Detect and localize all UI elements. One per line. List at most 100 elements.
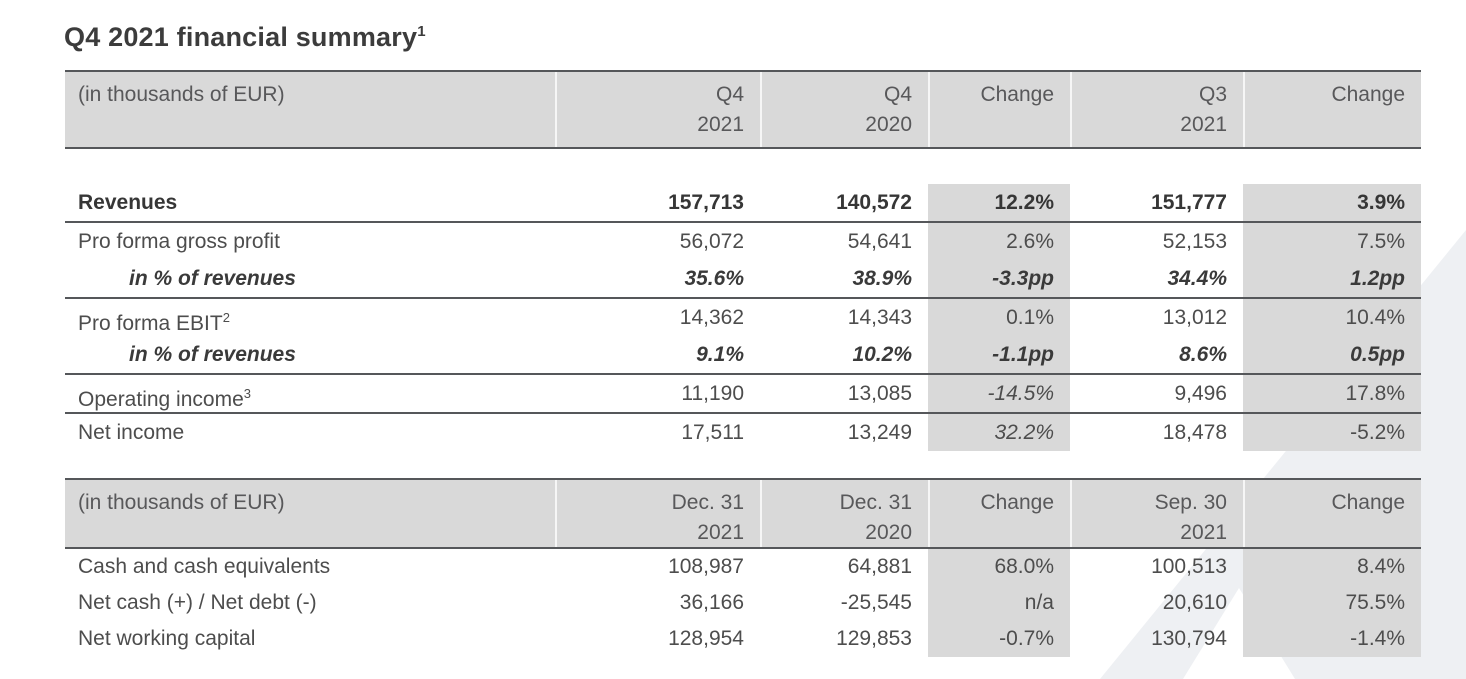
column-header-line2: 2020 <box>865 521 912 544</box>
value-cell: 100,513 <box>1151 555 1227 578</box>
header-gap <box>65 149 1421 184</box>
row-label: Net cash (+) / Net debt (-) <box>78 591 317 614</box>
table-row: Revenues 157,713 140,572 12.2% 151,777 3.9% <box>65 184 1421 223</box>
change-value-cell: 8.4% <box>1243 549 1421 585</box>
value-cell: 13,085 <box>847 382 912 405</box>
value-cell: 38.9% <box>852 267 912 290</box>
table-row: Operating income3 11,190 13,085 -14.5% 9,496… <box>65 375 1421 414</box>
column-header-line2: 2021 <box>1180 113 1227 136</box>
column-header-line1: Q4 <box>715 83 744 106</box>
column-header-line1: Dec. 31 <box>671 491 744 514</box>
value-cell: 130,794 <box>1151 627 1227 650</box>
column-header-line1: Change <box>1331 83 1405 106</box>
value-cell: 140,572 <box>836 191 912 214</box>
column-header-line1: Q4 <box>883 83 912 106</box>
column-header-line1: Sep. 30 <box>1154 491 1227 514</box>
value-cell: 17,511 <box>681 421 744 444</box>
change-value-cell: 32.2% <box>928 414 1070 451</box>
row-label: Net income <box>78 421 185 444</box>
column-header-line1: Change <box>980 83 1054 106</box>
column-header-line1: Q3 <box>1198 83 1227 106</box>
change-value-cell: 12.2% <box>928 184 1070 221</box>
value-cell: 13,249 <box>847 421 912 444</box>
row-label-footnote-marker: 3 <box>243 386 251 401</box>
change-value-cell: 7.5% <box>1243 223 1421 260</box>
column-header: Q4 2021 <box>555 72 760 147</box>
row-label: Pro forma EBIT2 <box>78 310 230 335</box>
table-row: Pro forma EBIT2 14,362 14,343 0.1% 13,012 10.… <box>65 299 1421 336</box>
change-value-cell: 3.9% <box>1243 184 1421 221</box>
page-title-footnote-marker: 1 <box>417 23 426 40</box>
change-value-cell: 10.4% <box>1243 299 1421 336</box>
value-cell: 8.6% <box>1179 343 1227 366</box>
value-cell: 36,166 <box>679 591 744 614</box>
column-header: Change <box>1243 72 1421 147</box>
row-label: Revenues <box>78 191 178 214</box>
row-label: Pro forma gross profit <box>78 230 280 253</box>
value-cell: 14,362 <box>679 306 744 329</box>
column-header: Change <box>1243 480 1421 547</box>
value-cell: 9,496 <box>1174 382 1227 405</box>
table-row: Net working capital 128,954 129,853 -0.7% 13… <box>65 621 1421 657</box>
column-header: Change <box>928 480 1070 547</box>
change-value-cell: 0.1% <box>928 299 1070 336</box>
page-title-text: Q4 2021 financial summary <box>64 22 418 52</box>
column-header-line2: 2021 <box>1180 521 1227 544</box>
table-row: Net cash (+) / Net debt (-) 36,166 -25,545… <box>65 585 1421 621</box>
value-cell: 18,478 <box>1162 421 1227 444</box>
column-header-line1: Change <box>980 491 1054 514</box>
value-cell: 157,713 <box>668 191 744 214</box>
change-value-cell: 0.5pp <box>1243 336 1421 373</box>
row-label: in % of revenues <box>129 343 296 366</box>
value-cell: 9.1% <box>696 343 744 366</box>
value-cell: 13,012 <box>1162 306 1227 329</box>
change-value-cell: -0.7% <box>928 621 1070 657</box>
value-cell: 64,881 <box>847 555 912 578</box>
value-cell: 34.4% <box>1167 267 1227 290</box>
column-header-line1: Dec. 31 <box>839 491 912 514</box>
change-value-cell: -3.3pp <box>928 260 1070 297</box>
change-value-cell: 2.6% <box>928 223 1070 260</box>
column-header: Change <box>928 72 1070 147</box>
column-header: Sep. 30 2021 <box>1070 480 1243 547</box>
change-value-cell: 1.2pp <box>1243 260 1421 297</box>
table-header-row: (in thousands of EUR) Dec. 31 2021 Dec. 31 2… <box>65 478 1421 549</box>
value-cell: 20,610 <box>1162 591 1227 614</box>
value-cell: 54,641 <box>847 230 912 253</box>
value-cell: 56,072 <box>679 230 744 253</box>
row-label: Operating income3 <box>78 386 251 411</box>
table-row: Pro forma gross profit 56,072 54,641 2.6% 52… <box>65 223 1421 260</box>
value-cell: 10.2% <box>852 343 912 366</box>
row-label: Cash and cash equivalents <box>78 555 331 578</box>
table-row: Net income 17,511 13,249 32.2% 18,478 -5.2% <box>65 414 1421 451</box>
column-header-line2: 2021 <box>697 113 744 136</box>
row-label-footnote-marker: 2 <box>222 310 230 325</box>
value-cell: 128,954 <box>668 627 744 650</box>
column-header-line1: Change <box>1331 491 1405 514</box>
value-cell: 11,190 <box>681 382 744 405</box>
column-header-line2: 2021 <box>697 521 744 544</box>
column-header: Q3 2021 <box>1070 72 1243 147</box>
change-value-cell: -5.2% <box>1243 414 1421 451</box>
table-header-row: (in thousands of EUR) Q4 2021 Q4 2020 Change Q… <box>65 70 1421 149</box>
value-cell: 129,853 <box>836 627 912 650</box>
table-row: in % of revenues 9.1% 10.2% -1.1pp 8.6% 0.5pp <box>65 336 1421 375</box>
column-header: Q4 2020 <box>760 72 928 147</box>
unit-label: (in thousands of EUR) <box>78 491 285 514</box>
row-label: Net working capital <box>78 627 256 650</box>
row-label: in % of revenues <box>129 267 296 290</box>
value-cell: 52,153 <box>1162 230 1227 253</box>
change-value-cell: -1.4% <box>1243 621 1421 657</box>
change-value-cell: -1.1pp <box>928 336 1070 373</box>
column-header: Dec. 31 2021 <box>555 480 760 547</box>
column-header-line2: 2020 <box>865 113 912 136</box>
change-value-cell: n/a <box>928 585 1070 621</box>
value-cell: 151,777 <box>1151 191 1227 214</box>
table-row: Cash and cash equivalents 108,987 64,881 68… <box>65 549 1421 585</box>
balance-items-table: (in thousands of EUR) Dec. 31 2021 Dec. 31 2… <box>65 478 1421 657</box>
income-statement-table: (in thousands of EUR) Q4 2021 Q4 2020 Change Q… <box>65 70 1421 451</box>
value-cell: 14,343 <box>847 306 912 329</box>
value-cell: 108,987 <box>668 555 744 578</box>
page-title: Q4 2021 financial summary1 <box>64 22 426 53</box>
